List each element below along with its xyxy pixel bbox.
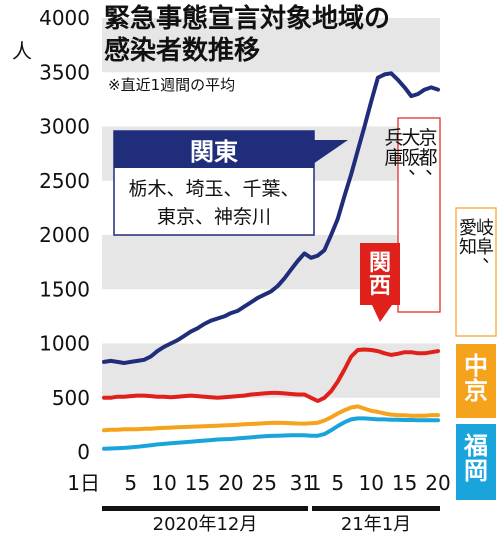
series-line-chubu bbox=[102, 404, 440, 433]
kansai-region-char: 関 bbox=[369, 251, 391, 276]
month-label-december: 2020年12月 bbox=[153, 514, 258, 535]
x-tick-label: 5 bbox=[331, 471, 344, 495]
chubu-prefs-label: 岐阜、愛知 bbox=[459, 218, 500, 267]
y-tick-label: 2000 bbox=[39, 223, 90, 247]
fukuoka-region-char: 岡 bbox=[464, 457, 488, 485]
kansai-callout: 京都、大阪、兵庫 関西 bbox=[360, 117, 444, 322]
y-tick-label: 1000 bbox=[39, 332, 90, 356]
chubu-prefs-char: 知 bbox=[459, 237, 477, 258]
kansai-prefs-char: 兵 bbox=[384, 127, 403, 149]
y-tick-label: 1500 bbox=[39, 277, 90, 301]
month-bar-december bbox=[102, 506, 308, 511]
y-tick-label: 500 bbox=[52, 386, 90, 410]
y-tick-label: 3000 bbox=[39, 115, 90, 139]
y-tick-label: 0 bbox=[77, 440, 90, 464]
kanto-callout: 関東 栃木、埼玉、千葉、 東京、神奈川 bbox=[113, 130, 348, 236]
kansai-prefs-box bbox=[397, 117, 441, 313]
y-tick-label: 3500 bbox=[39, 60, 90, 84]
kansai-prefs-char: 都 bbox=[418, 147, 437, 169]
kanto-region-label: 関東 bbox=[190, 138, 238, 166]
chart-title-line1: 緊急事態宣言対象地域の bbox=[104, 3, 390, 34]
x-tick-label: 1日 bbox=[67, 471, 100, 495]
x-tick-label: 20 bbox=[218, 471, 243, 495]
chubu-prefs-char: 阜 bbox=[476, 237, 494, 258]
kansai-prefs-char: 阪 bbox=[401, 147, 420, 169]
series-line-kansai bbox=[102, 347, 440, 403]
chubu-region-box bbox=[456, 344, 496, 418]
chubu-prefs-char: 岐 bbox=[476, 218, 494, 239]
kansai-pointer bbox=[372, 305, 392, 322]
fukuoka-region-label: 福岡 bbox=[463, 432, 488, 485]
chubu-prefs-box bbox=[455, 207, 497, 337]
kansai-prefs-char: 大 bbox=[401, 127, 420, 149]
fukuoka-region-box bbox=[456, 424, 496, 500]
kanto-callout-header bbox=[114, 131, 314, 168]
kansai-prefs-char: 、 bbox=[425, 156, 444, 178]
x-tick-label: 10 bbox=[151, 471, 176, 495]
kansai-prefs-label: 京都、大阪、兵庫 bbox=[384, 127, 444, 178]
series-lines bbox=[102, 71, 440, 451]
kanto-prefs-line1: 栃木、埼玉、千葉、 bbox=[128, 178, 299, 200]
month-bar-january bbox=[312, 506, 440, 511]
y-axis: 0 500 1000 1500 2000 2500 3000 3500 4000 bbox=[39, 6, 90, 464]
kansai-prefs-char: 、 bbox=[408, 156, 427, 178]
kansai-region-char: 西 bbox=[369, 274, 391, 299]
y-unit: 人 bbox=[12, 39, 32, 63]
chart-note: ※直近1週間の平均 bbox=[108, 76, 235, 94]
chubu-prefs-char: 、 bbox=[482, 246, 500, 267]
kanto-callout-pointer bbox=[313, 140, 348, 164]
x-tick-label: 15 bbox=[392, 471, 417, 495]
month-label-january: 21年1月 bbox=[341, 514, 411, 535]
chubu-region-char: 中 bbox=[464, 352, 488, 380]
y-tick-label: 2500 bbox=[39, 169, 90, 193]
x-tick-label: 20 bbox=[425, 471, 450, 495]
band-3500 bbox=[102, 18, 440, 73]
fukuoka-region-char: 福 bbox=[463, 432, 488, 460]
chubu-region-label: 中京 bbox=[464, 352, 488, 405]
y-tick-label: 4000 bbox=[39, 6, 90, 30]
series-line-kanto bbox=[102, 71, 440, 365]
x-tick-label: 10 bbox=[358, 471, 383, 495]
chubu-callout: 岐阜、愛知 中京 bbox=[455, 207, 500, 418]
x-tick-label: 15 bbox=[185, 471, 210, 495]
chubu-prefs-char: 愛 bbox=[459, 218, 477, 239]
fukuoka-callout: 福岡 bbox=[456, 424, 496, 500]
kanto-prefs-line2: 東京、神奈川 bbox=[157, 206, 271, 228]
x-tick-label: 25 bbox=[252, 471, 277, 495]
x-tick-label: 31 bbox=[290, 471, 315, 495]
kansai-prefs-char: 京 bbox=[418, 127, 437, 149]
chubu-region-char: 京 bbox=[464, 377, 488, 405]
kansai-prefs-char: 庫 bbox=[384, 147, 403, 169]
kansai-region-label: 関西 bbox=[369, 251, 391, 299]
x-tick-label: 1 bbox=[309, 471, 322, 495]
band-500 bbox=[102, 343, 440, 398]
kansai-region-box bbox=[360, 243, 400, 305]
chart-title-line2: 感染者数推移 bbox=[104, 36, 260, 66]
x-tick-label: 5 bbox=[124, 471, 137, 495]
x-axis: 1日 5 10 15 20 25 311 5 10 15 20 bbox=[67, 471, 450, 495]
series-line-fukuoka bbox=[102, 416, 440, 451]
